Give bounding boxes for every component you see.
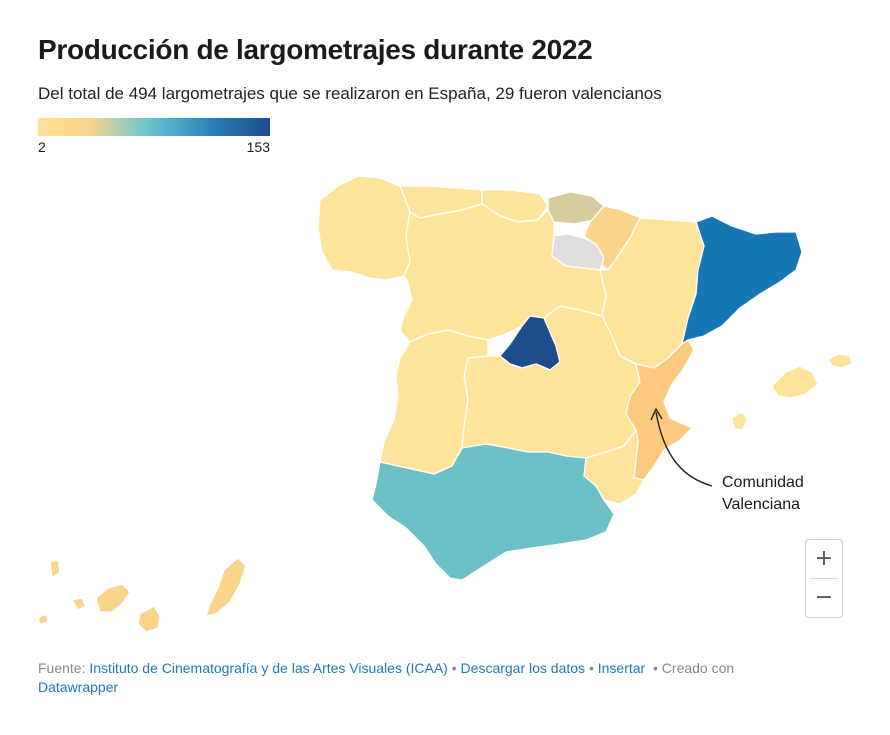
legend-max-label: 153 [246, 139, 270, 155]
region-islas-baleares[interactable]: Islas Baleares [731, 353, 853, 431]
region-cataluna[interactable]: Cataluña [681, 215, 803, 345]
legend-min-label: 2 [38, 139, 46, 155]
region-galicia[interactable]: Galicia [317, 175, 411, 281]
annotation-label: Comunidad Valenciana [722, 472, 804, 516]
zoom-out-button[interactable]: − [814, 585, 834, 610]
color-legend: 2 153 [38, 118, 270, 157]
page-subtitle: Del total de 494 largometrajes que se re… [38, 84, 662, 103]
footer-separator: • [588, 660, 594, 676]
footer-separator: • [451, 660, 457, 676]
source-prefix: Fuente: [38, 660, 86, 676]
annotation-line-2: Valenciana [722, 496, 800, 513]
download-data-link[interactable]: Descargar los datos [460, 660, 586, 676]
annotation-arrowhead [650, 407, 663, 421]
footer-separator: • [653, 660, 658, 676]
legend-labels: 2 153 [38, 139, 270, 157]
created-with-text: Creado con [661, 660, 735, 676]
page-title: Producción de largometrajes durante 2022 [38, 34, 593, 65]
footer: Fuente: Instituto de Cinematografía y de… [38, 659, 818, 697]
zoom-divider [810, 578, 838, 579]
zoom-in-button[interactable]: + [814, 546, 834, 571]
zoom-controls: + − [805, 539, 843, 618]
region-canarias[interactable]: Canarias [37, 557, 247, 633]
legend-gradient-bar [38, 118, 270, 136]
annotation-arrow [655, 411, 713, 487]
annotation-line-1: Comunidad [722, 474, 804, 491]
embed-link[interactable]: Insertar [597, 660, 646, 676]
region-andalucia[interactable]: Andalucía [371, 443, 615, 581]
source-link[interactable]: Instituto de Cinematografía y de las Art… [89, 660, 448, 676]
region-comunidad-valenciana[interactable]: Comunidad Valenciana [625, 339, 695, 481]
datawrapper-link[interactable]: Datawrapper [38, 679, 119, 695]
